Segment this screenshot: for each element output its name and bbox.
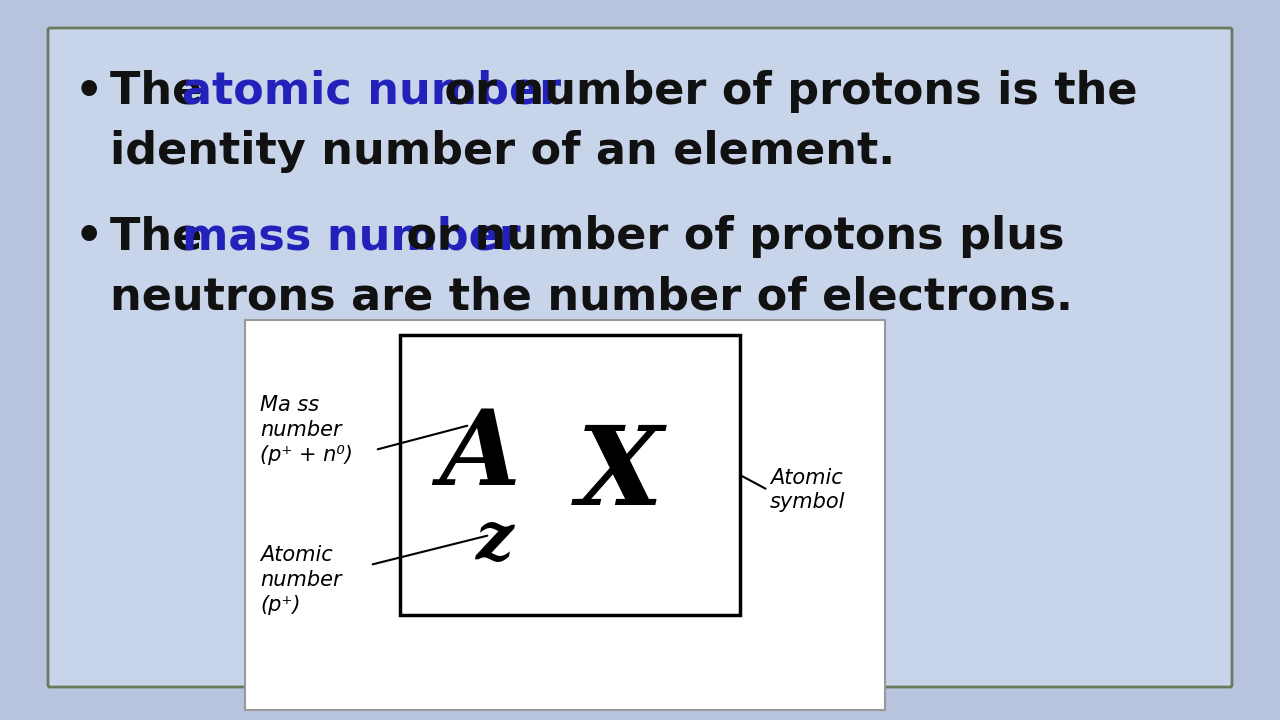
FancyBboxPatch shape: [49, 28, 1231, 687]
Text: or number of protons is the: or number of protons is the: [429, 70, 1138, 113]
Text: z: z: [476, 508, 515, 572]
Text: •: •: [76, 70, 104, 113]
Text: atomic number: atomic number: [182, 70, 561, 113]
Text: identity number of an element.: identity number of an element.: [110, 130, 895, 173]
Text: Atomic
symbol: Atomic symbol: [771, 467, 845, 513]
Text: The: The: [110, 70, 218, 113]
Text: A: A: [439, 405, 521, 506]
Text: •: •: [76, 215, 104, 258]
Text: or number of protons plus: or number of protons plus: [390, 215, 1065, 258]
Text: neutrons are the number of electrons.: neutrons are the number of electrons.: [110, 275, 1073, 318]
Text: mass number: mass number: [182, 215, 521, 258]
Text: Atomic
number
(p⁺): Atomic number (p⁺): [260, 545, 342, 615]
Text: Ma ss
number
(p⁺ + n⁰): Ma ss number (p⁺ + n⁰): [260, 395, 353, 464]
Bar: [244, 320, 884, 710]
Bar: [399, 335, 740, 615]
Text: The: The: [110, 215, 218, 258]
Text: X: X: [577, 421, 663, 528]
